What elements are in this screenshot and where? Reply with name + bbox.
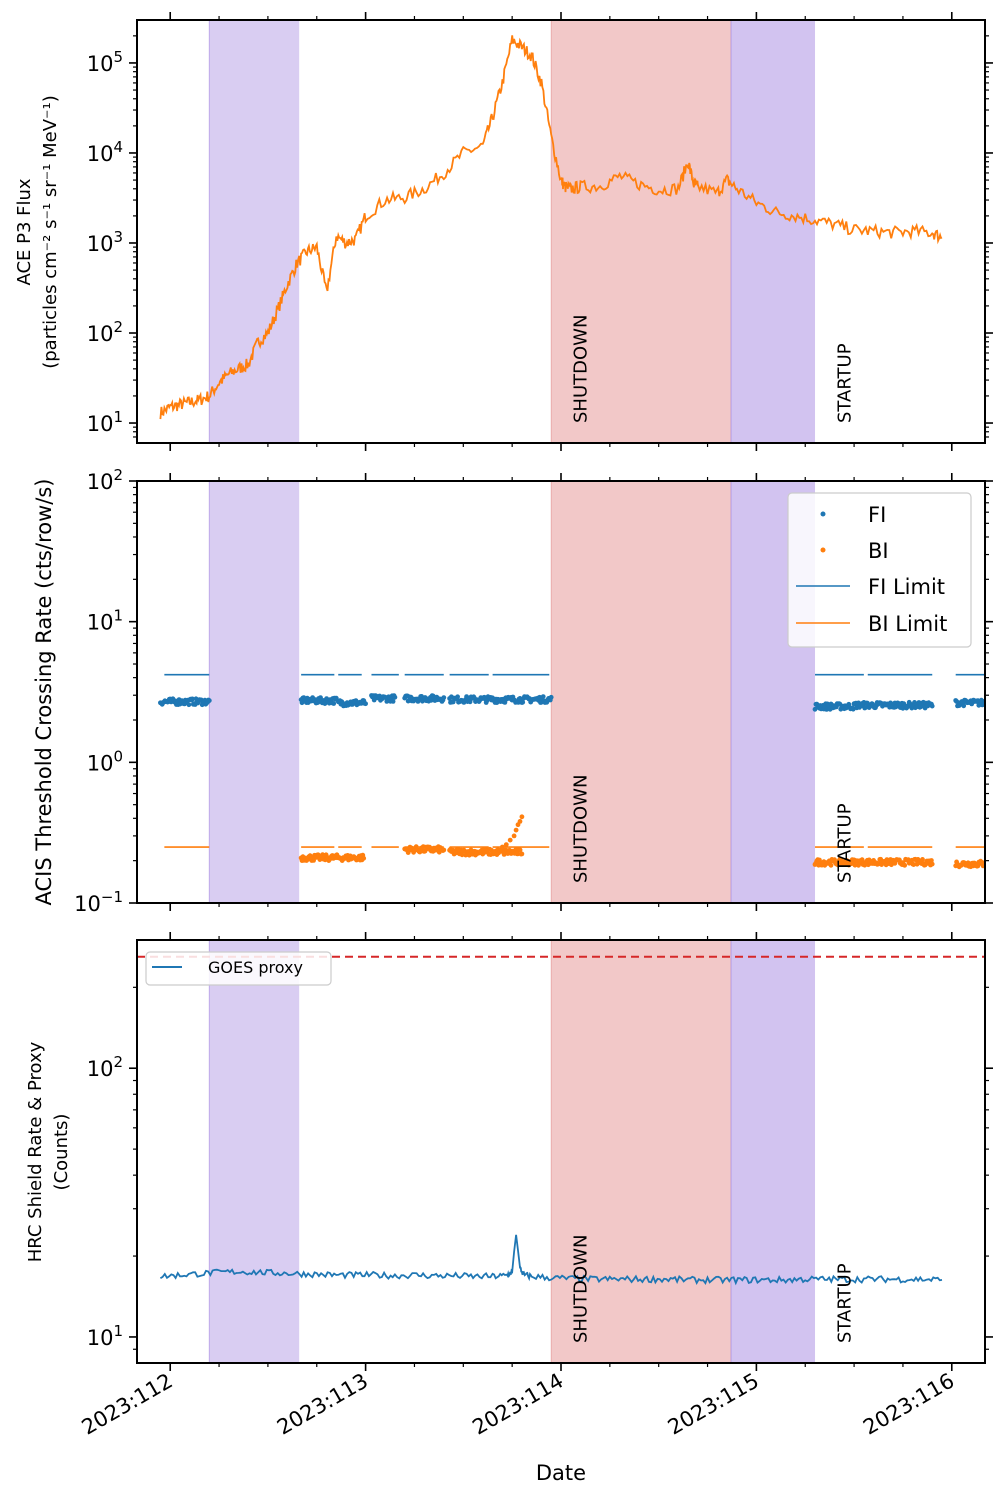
fi-point xyxy=(850,706,856,712)
legend: FI BI FI Limit BI Limit xyxy=(787,492,972,648)
shutdown-label: SHUTDOWN xyxy=(571,775,592,883)
legend-label-bi-limit: BI Limit xyxy=(868,612,947,636)
fi-point xyxy=(190,696,195,702)
bi-point xyxy=(517,819,523,824)
goes-proxy-line xyxy=(159,1234,943,1286)
fi-point xyxy=(520,699,526,705)
fi-point xyxy=(363,701,368,707)
y-axis-label-units: (particles cm⁻² s⁻¹ sr⁻¹ MeV⁻¹) xyxy=(40,95,61,369)
legend-marker-bi xyxy=(820,547,826,553)
bi-point xyxy=(511,833,517,839)
bi-point xyxy=(859,857,865,863)
x-tick-labels: 2023:112 2023:113 2023:114 2023:115 2023:116 xyxy=(78,1369,959,1440)
shaded-interval-2 xyxy=(730,940,816,1363)
legend-label-bi: BI xyxy=(868,539,889,563)
fi-point xyxy=(961,703,967,709)
ace-flux-panel: SHUTDOWN STARTUP 101 102 103 104 105 ACE P3 … xyxy=(14,12,993,451)
legend-label-fi: FI xyxy=(868,503,886,527)
fi-point xyxy=(540,694,546,699)
bi-point xyxy=(519,851,525,857)
legend-box xyxy=(145,951,332,986)
legend-box xyxy=(787,492,972,648)
fi-point xyxy=(548,694,554,700)
x-tick-label: 2023:113 xyxy=(273,1369,372,1440)
fi-point xyxy=(186,702,192,708)
ace-p3-flux-line xyxy=(159,35,943,420)
shaded-interval-1 xyxy=(551,940,731,1363)
bi-point xyxy=(929,858,934,863)
startup-label: STARTUP xyxy=(834,343,855,423)
bi-point xyxy=(519,814,525,820)
x-tick-label: 2023:114 xyxy=(468,1369,567,1440)
y-axis-label: ACE P3 Flux xyxy=(14,178,35,285)
startup-label: STARTUP xyxy=(834,803,855,883)
legend-label-goes-proxy: GOES proxy xyxy=(208,958,303,977)
shaded-interval-0 xyxy=(209,940,300,1363)
y-tick-label: 103 xyxy=(87,228,123,256)
legend-marker-fi xyxy=(820,511,826,517)
y-tick-label: 104 xyxy=(87,138,123,166)
bi-point xyxy=(361,855,367,861)
startup-label: STARTUP xyxy=(834,1263,855,1343)
fi-point xyxy=(390,699,396,704)
bi-point xyxy=(507,837,513,843)
fi-point xyxy=(450,699,456,705)
shutdown-label: SHUTDOWN xyxy=(571,1235,592,1343)
fi-point xyxy=(333,695,339,701)
shutdown-label: SHUTDOWN xyxy=(571,315,592,423)
y-axis-label-units: (Counts) xyxy=(51,1114,72,1191)
shaded-interval-0 xyxy=(209,481,300,903)
legend-label-fi-limit: FI Limit xyxy=(868,575,945,599)
y-tick-label: 10−1 xyxy=(74,888,123,916)
y-tick-label: 101 xyxy=(87,607,123,635)
bi-point xyxy=(436,849,442,855)
bi-point xyxy=(517,847,523,853)
x-tick-label: 2023:115 xyxy=(664,1369,763,1440)
fi-point xyxy=(206,698,212,703)
hrc-shield-panel: SHUTDOWN STARTUP 101 102 HRC Shield Rate … xyxy=(25,932,993,1371)
y-axis-label: ACIS Threshold Crossing Rate (cts/row/s) xyxy=(32,479,56,906)
bi-point xyxy=(835,862,841,868)
bi-point xyxy=(515,851,520,857)
bi-point xyxy=(828,862,834,868)
fi-point xyxy=(392,694,398,700)
y-tick-label: 105 xyxy=(87,48,123,76)
bi-point xyxy=(929,861,935,867)
shaded-interval-1 xyxy=(551,481,731,903)
bi-point xyxy=(902,862,908,868)
y-tick-label: 101 xyxy=(87,408,123,436)
x-tick-label: 2023:116 xyxy=(859,1369,958,1440)
bi-point xyxy=(459,852,465,858)
bi-point xyxy=(911,862,916,867)
fi-point xyxy=(441,695,447,700)
fi-point xyxy=(929,703,935,709)
x-tick-label: 2023:112 xyxy=(78,1369,177,1440)
x-axis-label: Date xyxy=(536,1461,586,1485)
y-tick-label: 102 xyxy=(87,1053,123,1081)
acis-rate-panel: SHUTDOWN STARTUP 10−1 100 101 102 ACIS Thre… xyxy=(32,466,993,916)
shaded-interval-1 xyxy=(551,20,731,443)
y-tick-label: 100 xyxy=(87,747,123,775)
shaded-interval-2 xyxy=(730,20,816,443)
y-tick-label: 102 xyxy=(87,318,123,346)
fi-point xyxy=(455,694,460,700)
bi-point xyxy=(852,862,858,868)
y-axis-label: HRC Shield Rate & Proxy xyxy=(25,1041,46,1262)
fi-point xyxy=(331,701,337,706)
bi-point xyxy=(441,847,447,853)
legend: GOES proxy xyxy=(145,951,332,986)
bi-point xyxy=(503,842,509,847)
bi-point xyxy=(920,857,925,862)
bi-point xyxy=(513,827,519,833)
y-tick-label: 101 xyxy=(87,1322,123,1350)
y-tick-label: 102 xyxy=(87,466,123,494)
